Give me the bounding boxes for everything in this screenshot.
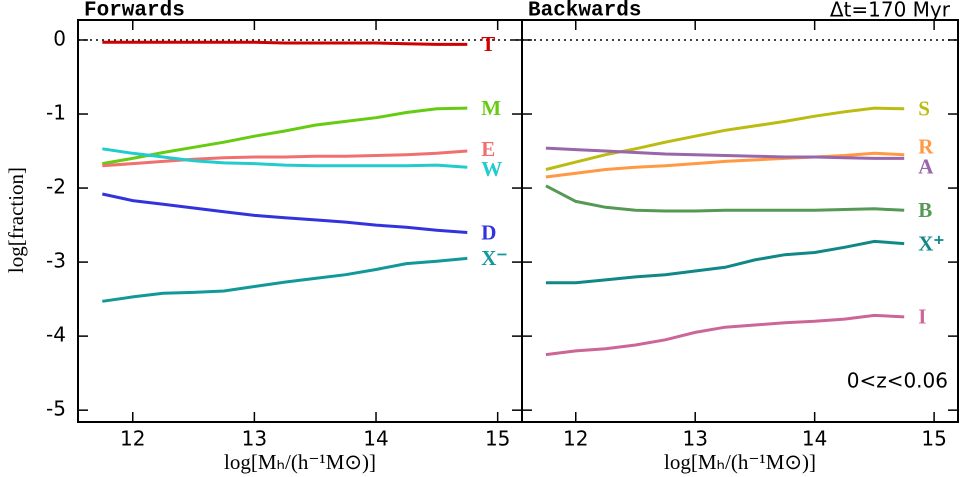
series-label: D (481, 220, 496, 244)
x-tick-label: 12 (563, 427, 588, 451)
series-line (545, 239, 905, 285)
x-tick-label: 13 (682, 427, 707, 451)
plot-frame (77, 19, 523, 423)
series-label: I (918, 305, 926, 329)
x-tick-label: 15 (485, 427, 510, 451)
x-axis-label: log[Mₕ/(h⁻¹M⊙)] (224, 450, 376, 474)
x-tick-label: 14 (363, 427, 388, 451)
y-tick-label: -3 (46, 249, 66, 273)
series-label: B (918, 198, 932, 222)
series-line (102, 256, 468, 303)
panel-title: Forwards (84, 0, 185, 23)
y-axis-label: log[fraction] (4, 167, 28, 273)
y-tick-label: -4 (46, 323, 66, 347)
series-line (545, 184, 905, 213)
y-tick-label: 0 (53, 26, 66, 50)
series-label: T (481, 32, 495, 56)
panel-title: Backwards (528, 0, 641, 23)
y-tick-label: -1 (46, 101, 66, 125)
x-tick-label: 12 (120, 427, 145, 451)
series-line (102, 149, 468, 168)
series-line (545, 313, 905, 357)
series-label: R (918, 134, 934, 158)
series-line (101, 192, 468, 234)
x-tick-label: 14 (802, 427, 827, 451)
series-line (102, 106, 468, 166)
series-line (102, 40, 468, 46)
series-line (545, 151, 905, 179)
series-label: W (481, 157, 502, 181)
series-line (545, 106, 905, 171)
y-tick-label: -2 (46, 175, 66, 199)
plot-frame (521, 19, 959, 423)
annotation: Δt=170 Myr (830, 0, 951, 22)
series-label: E (481, 137, 495, 161)
x-tick-label: 15 (921, 427, 946, 451)
series-label: S (918, 97, 930, 121)
annotation: 0<z<0.06 (847, 369, 948, 393)
series-label: M (481, 96, 501, 120)
series-label: X⁺ (918, 231, 944, 255)
series-line (102, 147, 468, 169)
x-tick-label: 13 (242, 427, 267, 451)
x-axis-label: log[Mₕ/(h⁻¹M⊙)] (664, 450, 816, 474)
series-line (545, 146, 905, 160)
series-label: A (918, 154, 934, 178)
series-label: X⁻ (481, 246, 507, 270)
y-tick-label: -5 (46, 397, 66, 421)
